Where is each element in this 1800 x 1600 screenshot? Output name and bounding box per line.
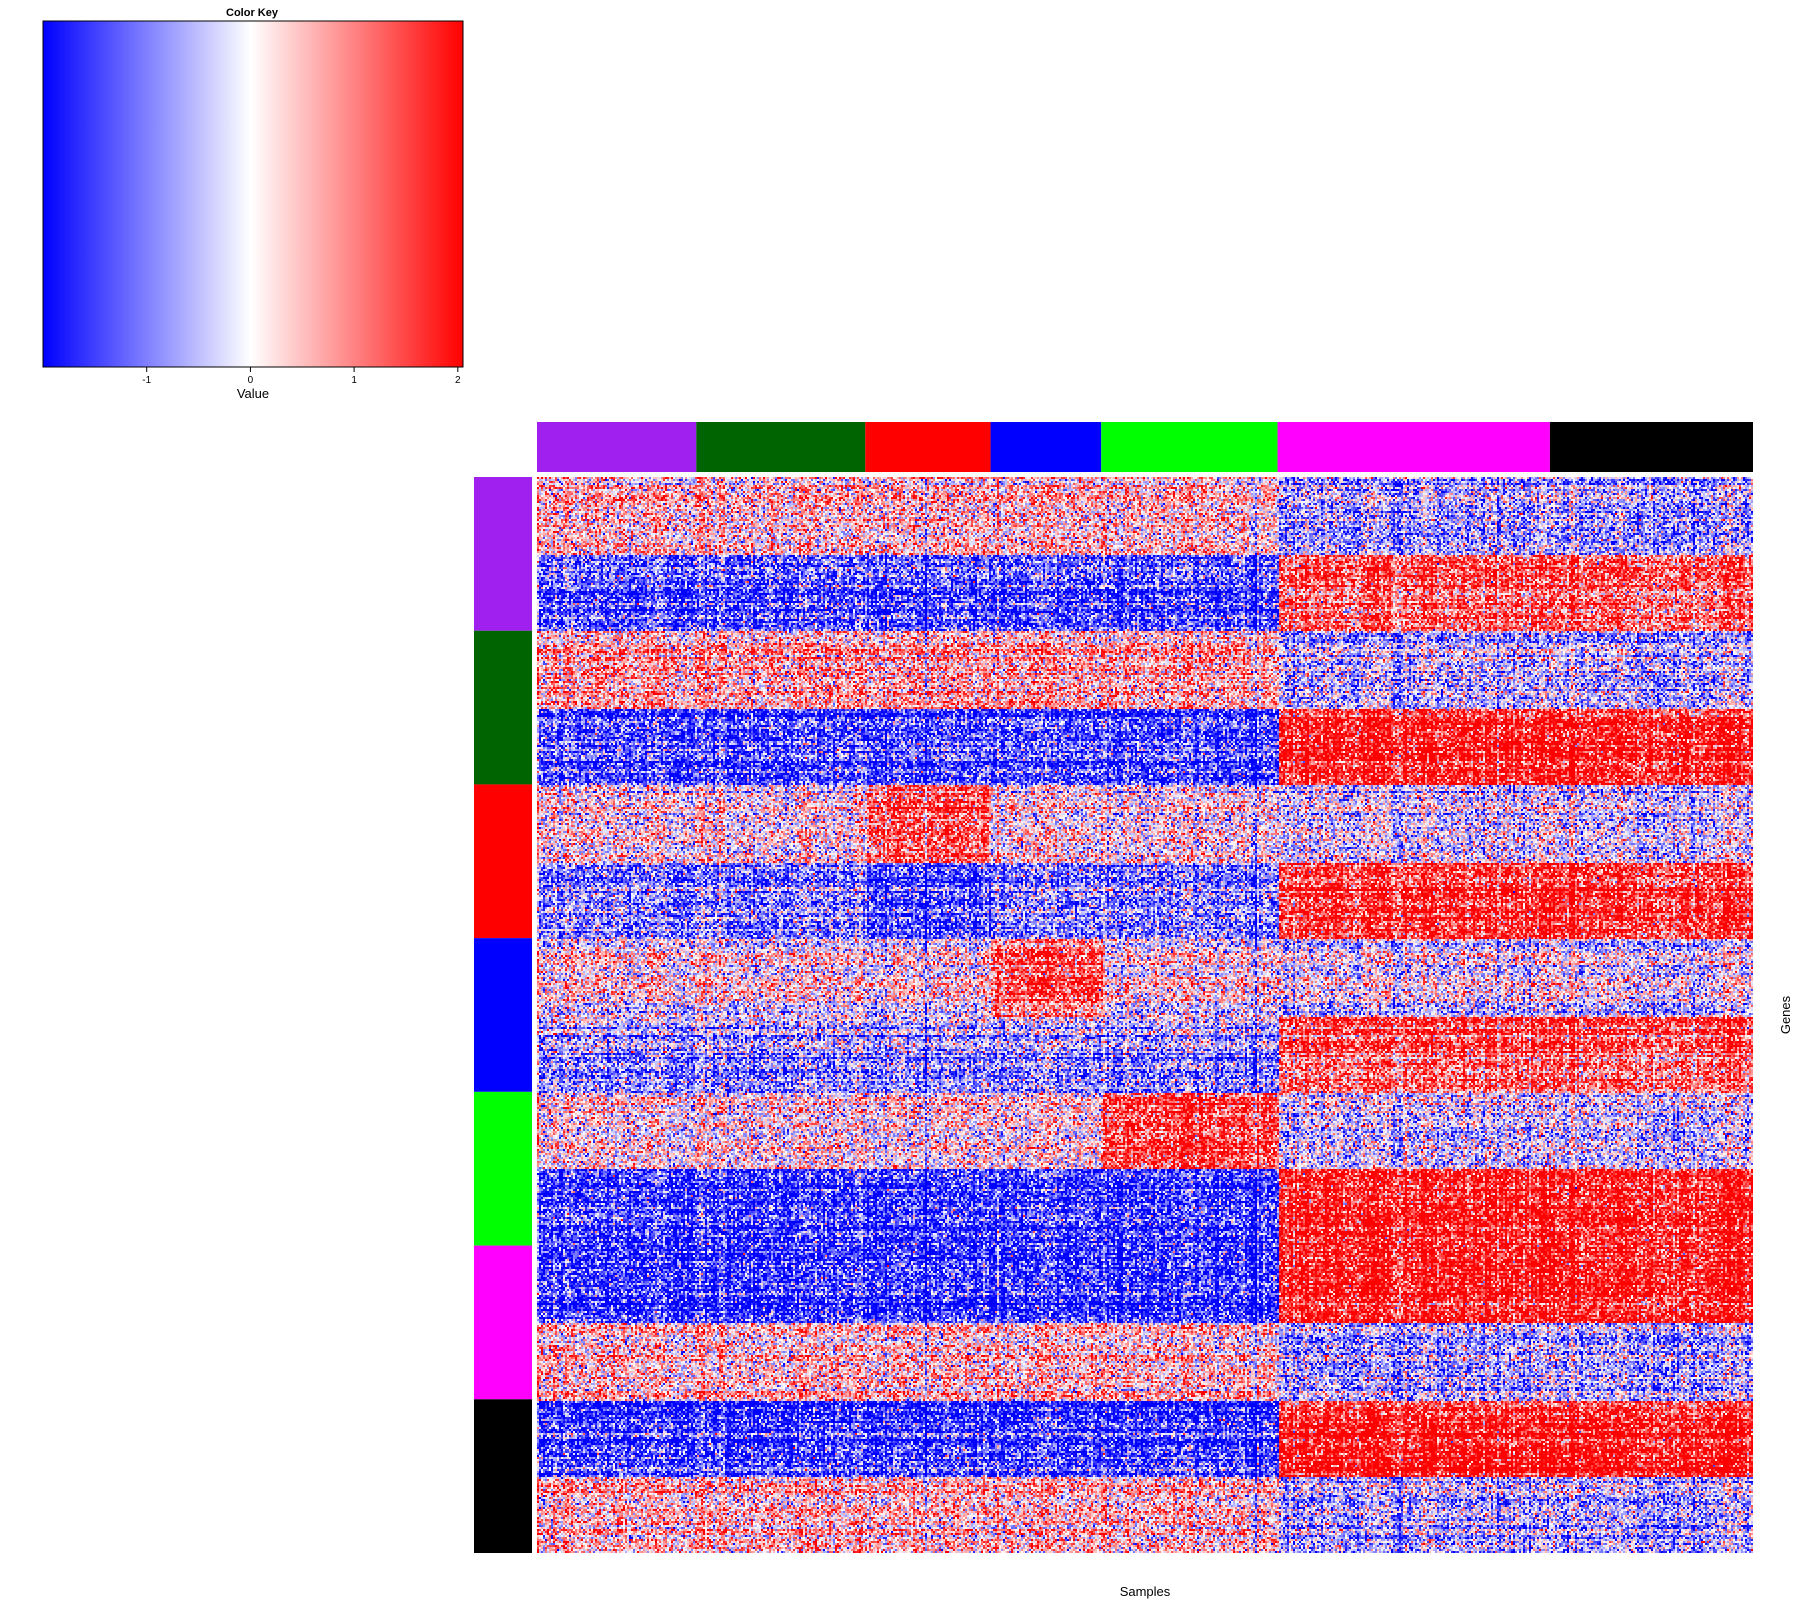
column-group-color [696, 422, 866, 472]
column-group-color [1549, 422, 1753, 472]
x-axis-label: Samples [1120, 1584, 1171, 1599]
column-group-color [1101, 422, 1278, 472]
row-group-color [474, 1245, 532, 1400]
column-group-color [1277, 422, 1550, 472]
column-group-color [990, 422, 1102, 472]
color-key: Color Key -1 0 1 2 Value [42, 7, 464, 401]
color-key-tick-label: 1 [351, 375, 357, 386]
heatmap-cells [537, 477, 1753, 1553]
color-key-tick-label: 0 [248, 375, 254, 386]
color-key-tick-label: -1 [142, 375, 151, 386]
column-group-color [865, 422, 991, 472]
y-axis-label: Genes [1778, 995, 1793, 1034]
row-side-colors [474, 477, 532, 1553]
row-group-color [474, 1399, 532, 1553]
column-group-color [537, 422, 697, 472]
row-group-color [474, 784, 532, 939]
row-group-color [474, 630, 532, 785]
color-key-xlabel: Value [237, 386, 269, 401]
column-side-colors [537, 422, 1753, 472]
row-group-color [474, 1091, 532, 1246]
heatmap-body [537, 477, 1753, 1553]
row-group-color [474, 938, 532, 1092]
color-key-title: Color Key [226, 7, 279, 19]
color-key-tick-label: 2 [455, 375, 461, 386]
color-key-ticks: -1 0 1 2 [142, 367, 461, 386]
color-key-gradient [42, 20, 464, 368]
row-group-color [474, 477, 532, 631]
